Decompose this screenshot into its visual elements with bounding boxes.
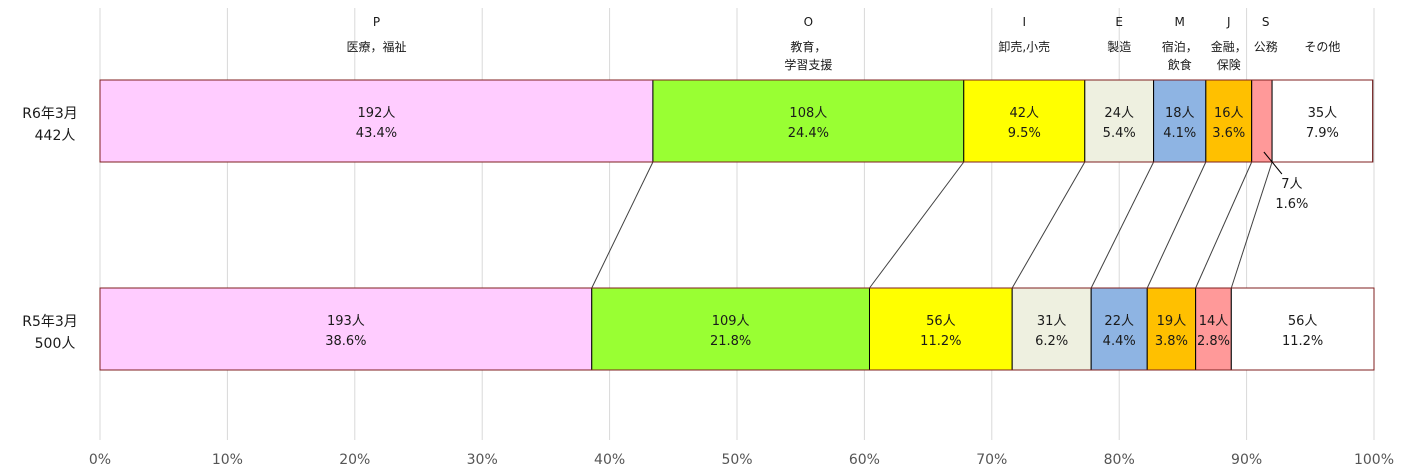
bar-segment [652, 79, 965, 163]
segment-count-label: 18人 [1165, 106, 1195, 121]
bar-segment [1084, 79, 1155, 163]
x-tick-label: 40% [594, 452, 625, 468]
segment-count-label: 108人 [789, 106, 827, 121]
bar-segment [868, 287, 1013, 371]
connector-line [1090, 161, 1155, 289]
segment-percent-label: 1.6% [1275, 197, 1308, 212]
segment-percent-label: 7.9% [1306, 126, 1339, 141]
segment-percent-label: 43.4% [356, 126, 397, 141]
category-code-label: M [1175, 15, 1185, 29]
connector-line [1146, 161, 1207, 289]
segment-percent-label: 6.2% [1035, 334, 1068, 349]
segment-percent-label: 24.4% [788, 126, 829, 141]
bar-segment [1251, 79, 1273, 163]
category-name-label: 卸売,小売 [998, 39, 1050, 54]
category-name-label: 医療，福祉 [346, 39, 406, 54]
category-name-label: 保険 [1217, 58, 1241, 72]
segment-count-label: 35人 [1308, 106, 1338, 121]
segment-percent-label: 3.8% [1155, 334, 1188, 349]
bar-segment [1090, 287, 1148, 371]
bar-segment [1195, 287, 1232, 371]
bar-segment [1011, 287, 1092, 371]
segment-count-label: 24人 [1104, 106, 1134, 121]
label-pointer [1263, 151, 1283, 175]
x-tick-label: 100% [1354, 452, 1394, 468]
category-name-label: 教育， [790, 39, 826, 54]
category-code-label: O [804, 15, 813, 29]
category-code-label: J [1226, 15, 1231, 29]
x-tick-label: 0% [89, 452, 111, 468]
category-code-label: I [1023, 15, 1027, 29]
segment-count-label: 193人 [327, 314, 365, 329]
bar-segment [1230, 287, 1375, 371]
segment-percent-label: 21.8% [710, 334, 751, 349]
segment-count-label: 56人 [926, 314, 956, 329]
bar-segment [1205, 79, 1253, 163]
segment-percent-label: 4.4% [1103, 334, 1136, 349]
bar-segment [1153, 79, 1207, 163]
segment-count-label: 56人 [1288, 314, 1318, 329]
segment-percent-label: 11.2% [920, 334, 961, 349]
row-total-label: 500人 [35, 336, 76, 352]
category-name-label: 金融， [1211, 39, 1247, 54]
connector-line [1195, 161, 1253, 289]
bar-segment [963, 79, 1086, 163]
category-labels: P 医療，福祉 O 教育， 学習支援 I 卸売,小売 E 製造 M 宿泊， 飲食 J 金融， 保険 S 公務 その… [346, 15, 1340, 72]
segment-percent-label: 4.1% [1163, 126, 1196, 141]
connector-line [869, 161, 965, 289]
category-code-label: S [1262, 15, 1270, 29]
segment-count-label: 7人 [1281, 177, 1302, 192]
bar-segment [99, 79, 654, 163]
segment-percent-label: 38.6% [325, 334, 366, 349]
segment-percent-label: 9.5% [1008, 126, 1041, 141]
row-total-label: 442人 [35, 128, 76, 144]
bar-outline [99, 79, 1374, 163]
category-name-label: その他 [1304, 40, 1340, 54]
connector-lines [591, 161, 1273, 289]
row-labels: R6年3月 442人 R5年3月 500人 [22, 106, 78, 352]
segment-percent-label: 2.8% [1197, 334, 1230, 349]
bar-segment [1271, 79, 1374, 163]
connector-line [591, 161, 654, 289]
x-axis-ticks: 0% 10% 20% 30% 40% 50% 60% 70% 80% 90% 100% [89, 452, 1394, 468]
segment-count-label: 16人 [1214, 106, 1244, 121]
bar-segment [99, 287, 593, 371]
category-code-label: P [373, 15, 380, 29]
row-label: R6年3月 [22, 106, 78, 122]
segment-count-label: 31人 [1037, 314, 1067, 329]
segment-count-label: 42人 [1010, 106, 1040, 121]
category-code-label: E [1115, 15, 1123, 29]
bar-segment [591, 287, 870, 371]
bar-segment [1146, 287, 1197, 371]
category-name-label: 製造 [1107, 40, 1131, 54]
x-tick-label: 10% [212, 452, 243, 468]
x-tick-label: 70% [976, 452, 1007, 468]
x-tick-label: 90% [1231, 452, 1262, 468]
x-tick-label: 30% [467, 452, 498, 468]
category-name-label: 公務 [1254, 40, 1278, 54]
connector-line [1230, 161, 1273, 289]
category-name-label: 飲食 [1168, 57, 1192, 72]
row-label: R5年3月 [22, 314, 78, 330]
segment-percent-label: 3.6% [1212, 126, 1245, 141]
segment-count-label: 192人 [358, 106, 396, 121]
bars: 192人 43.4% 108人 24.4% 42人 9.5% 24人 5.4% 18人 4.1% 1… [99, 79, 1375, 371]
x-tick-label: 80% [1104, 452, 1135, 468]
segment-percent-label: 11.2% [1282, 334, 1323, 349]
segment-count-label: 14人 [1199, 314, 1229, 329]
category-name-label: 宿泊， [1162, 39, 1198, 54]
segment-percent-label: 5.4% [1103, 126, 1136, 141]
x-tick-label: 60% [849, 452, 880, 468]
x-tick-label: 50% [721, 452, 752, 468]
category-name-label: 学習支援 [784, 57, 832, 72]
bar-outline [99, 287, 1375, 371]
segment-count-label: 19人 [1157, 314, 1187, 329]
connector-line [1011, 161, 1086, 289]
segment-count-label: 22人 [1104, 314, 1134, 329]
segment-count-label: 109人 [712, 314, 750, 329]
x-tick-label: 20% [339, 452, 370, 468]
grid-lines [99, 8, 1375, 440]
